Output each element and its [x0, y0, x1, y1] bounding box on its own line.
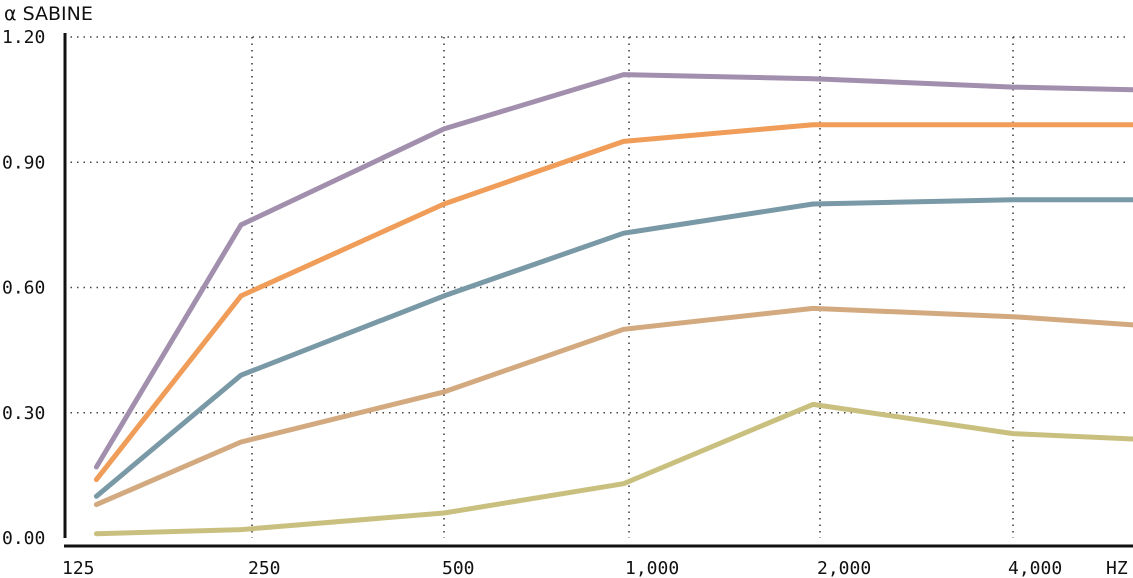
- y-tick-label: 0.30: [2, 403, 45, 424]
- axes: [63, 33, 1133, 548]
- tick-labels: 0.00 0.30 0.60 0.90 1.20 125 250 500 1,000 2,000 4…: [2, 27, 1062, 578]
- x-tick-label: 500: [442, 558, 475, 578]
- x-axis-unit-label: HZ: [1106, 558, 1128, 578]
- x-tick-label: 125: [62, 558, 95, 578]
- series-line-4: [93, 305, 1133, 508]
- y-axis-title: α SABINE: [4, 3, 93, 25]
- y-tick-label: 0.60: [2, 278, 45, 299]
- y-tick-label: 0.90: [2, 152, 45, 173]
- series-line-5: [93, 401, 1133, 537]
- x-tick-label: 2,000: [817, 558, 871, 578]
- series-line-3: [93, 197, 1133, 499]
- gridlines: [64, 36, 1128, 538]
- x-tick-label: 1,000: [625, 558, 679, 578]
- series-lines: [93, 72, 1133, 537]
- series-line-2: [93, 122, 1133, 483]
- y-tick-label: 0.00: [2, 528, 45, 549]
- y-tick-label: 1.20: [2, 27, 45, 48]
- x-tick-label: 4,000: [1008, 558, 1062, 578]
- x-tick-label: 250: [248, 558, 281, 578]
- series-line-1: [93, 72, 1133, 470]
